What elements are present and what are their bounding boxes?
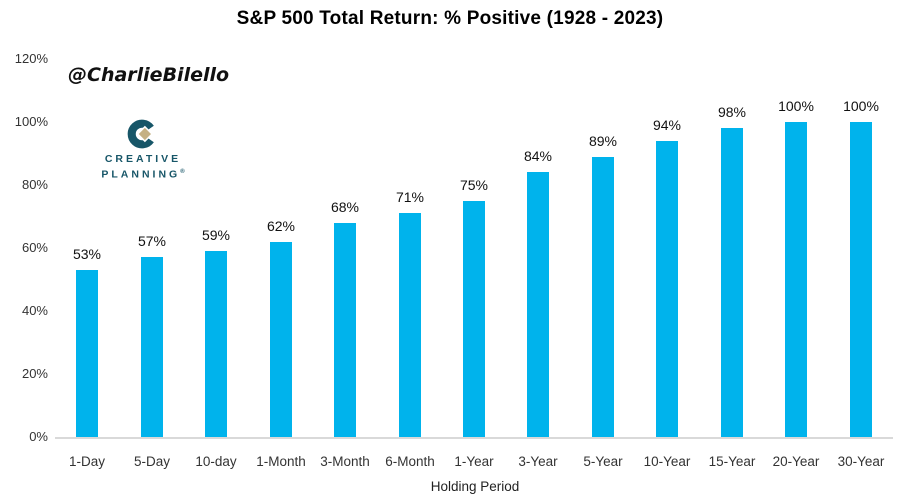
bar-3-Month: [334, 223, 356, 437]
bar-value-label: 89%: [588, 133, 618, 149]
bar-value-label: 59%: [201, 227, 231, 243]
x-category-label: 1-Month: [256, 454, 306, 469]
y-axis-tick-label: 20%: [21, 366, 48, 381]
x-category-label: 30-Year: [837, 454, 885, 469]
x-category-label: 3-Year: [518, 454, 558, 469]
x-category-label: 3-Month: [320, 454, 370, 469]
logo-text-line2: PLANNING®: [101, 168, 185, 181]
x-category-label: 5-Day: [133, 454, 170, 469]
x-category-label: 1-Day: [68, 454, 105, 469]
y-axis-tick-label: 60%: [21, 240, 48, 255]
y-axis-tick-label: 120%: [14, 51, 48, 66]
bar-value-label: 53%: [72, 246, 102, 262]
chart-title: S&P 500 Total Return: % Positive (1928 -…: [236, 8, 664, 29]
bar-value-label: 57%: [137, 233, 167, 249]
bar-1-Year: [463, 201, 485, 437]
bar-5-Day: [141, 257, 163, 437]
creative-planning-logo-icon: [127, 119, 154, 149]
x-category-label: 10-day: [195, 454, 237, 469]
trademark-symbol: ®: [180, 169, 185, 175]
x-axis-line: [55, 437, 893, 439]
logo-text-line1: CREATIVE: [104, 153, 182, 165]
bar-value-label: 75%: [459, 177, 489, 193]
x-category-label: 10-Year: [643, 454, 691, 469]
x-category-label: 20-Year: [772, 454, 820, 469]
x-axis-title: Holding Period: [430, 479, 520, 494]
bar-3-Year: [527, 172, 549, 437]
y-axis-tick-label: 40%: [21, 303, 48, 318]
bar-value-label: 68%: [330, 199, 360, 215]
bar-30-Year: [850, 122, 872, 437]
y-axis-tick-label: 80%: [21, 177, 48, 192]
bar-1-Day: [76, 270, 98, 437]
bar-value-label: 100%: [778, 98, 814, 114]
bar-value-label: 100%: [843, 98, 879, 114]
y-axis-tick-label: 0%: [29, 429, 48, 444]
bar-5-Year: [592, 157, 614, 437]
bar-value-label: 62%: [266, 218, 296, 234]
bar-6-Month: [399, 213, 421, 437]
y-axis-tick-label: 100%: [14, 114, 48, 129]
x-category-label: 6-Month: [385, 454, 435, 469]
creative-planning-logo: CREATIVE PLANNING®: [73, 118, 213, 182]
x-category-label: 1-Year: [454, 454, 494, 469]
bar-value-label: 71%: [395, 189, 425, 205]
watermark-handle: @CharlieBilello: [68, 64, 230, 86]
bar-10-Year: [656, 141, 678, 437]
x-category-label: 15-Year: [708, 454, 756, 469]
bar-1-Month: [270, 242, 292, 437]
bar-10-day: [205, 251, 227, 437]
bar-20-Year: [785, 122, 807, 437]
bar-value-label: 84%: [523, 148, 553, 164]
bar-15-Year: [721, 128, 743, 437]
bar-value-label: 94%: [652, 117, 682, 133]
bar-value-label: 98%: [717, 104, 747, 120]
x-category-label: 5-Year: [583, 454, 623, 469]
